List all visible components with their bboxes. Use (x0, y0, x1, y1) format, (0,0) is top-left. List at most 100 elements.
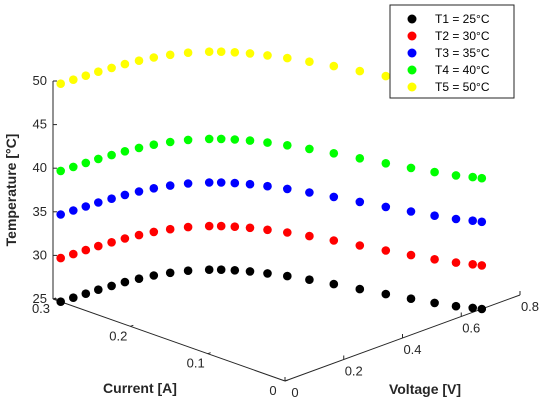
data-point (406, 250, 416, 260)
data-point (149, 227, 159, 237)
data-point (107, 150, 116, 160)
z-tick-label: 30 (33, 247, 47, 262)
data-point (406, 207, 416, 216)
data-point (81, 289, 91, 299)
z-tick-label: 45 (33, 117, 47, 132)
data-point (94, 241, 103, 251)
data-point (56, 166, 65, 176)
z-axis-label: Temperature [°C] (3, 134, 19, 247)
data-point (165, 137, 175, 147)
data-point (329, 279, 339, 289)
data-point (216, 221, 226, 231)
y-tick-label: 0.8 (521, 299, 539, 314)
data-point (355, 154, 365, 163)
legend-marker (407, 48, 417, 58)
data-point (263, 138, 272, 147)
data-point (81, 245, 91, 255)
data-point (56, 253, 65, 263)
data-point (283, 184, 292, 194)
data-point (230, 266, 240, 275)
y-axis-label: Voltage [V] (389, 381, 461, 397)
data-point (245, 136, 255, 145)
legend-label: T5 = 50°C (435, 80, 490, 94)
data-point (149, 53, 159, 62)
z-tick-label: 25 (33, 291, 47, 306)
data-point (230, 178, 240, 188)
series-4 (56, 134, 487, 183)
series-1 (56, 265, 487, 314)
data-point (468, 260, 478, 269)
data-point (216, 47, 226, 56)
axes-layer: Temperature [°C] Current [A] Voltage [V] (3, 81, 521, 397)
z-tick-label: 50 (33, 73, 47, 88)
data-point (283, 141, 292, 150)
data-point (230, 48, 240, 57)
y-tick-label: 0.4 (403, 342, 421, 357)
legend-label: T1 = 25°C (435, 12, 490, 26)
data-point (305, 144, 314, 154)
data-point (94, 285, 103, 295)
x-tick-mark (130, 324, 134, 327)
data-point (430, 298, 439, 308)
data-point (381, 159, 391, 168)
data-point (107, 281, 116, 291)
data-point (263, 51, 272, 60)
data-point (381, 71, 391, 81)
data-point (430, 254, 439, 264)
data-point (81, 71, 91, 80)
x-axis-line (52, 298, 286, 382)
legend-marker (407, 31, 417, 41)
data-point (94, 67, 103, 76)
data-point (69, 162, 78, 172)
z-tick-label: 40 (33, 160, 47, 175)
data-point (477, 173, 487, 183)
ticks-layer: 25 30 35 40 45 50 0 0.1 0.2 0.3 0 0.2 0.4 0.6 0.8 (32, 73, 539, 400)
data-point (468, 303, 478, 313)
data-point (355, 197, 365, 207)
data-point (451, 301, 461, 311)
data-point (56, 79, 65, 88)
data-point (329, 192, 339, 202)
data-point (81, 158, 91, 168)
data-point (120, 190, 130, 200)
legend-label: T2 = 30°C (435, 29, 490, 43)
x-axis-label: Current [A] (103, 380, 177, 396)
data-point (245, 223, 255, 233)
legend-label: T3 = 35°C (435, 46, 490, 60)
data-point (355, 241, 365, 250)
data-point (183, 48, 193, 57)
data-point (305, 188, 314, 197)
data-point (430, 211, 439, 220)
data-point (305, 231, 314, 241)
data-point (165, 50, 175, 60)
series-2 (56, 221, 487, 270)
y-tick-label: 0.6 (462, 321, 480, 336)
data-point (120, 59, 130, 69)
data-point (245, 267, 255, 276)
data-point (183, 266, 193, 276)
data-point (149, 140, 159, 149)
data-point (329, 149, 339, 158)
data-point (107, 194, 116, 203)
data-point (204, 265, 214, 275)
data-point (477, 261, 487, 270)
data-point (451, 171, 461, 180)
legend-items: T1 = 25°C T2 = 30°C T3 = 35°C T4 = 40°C T5 =… (407, 12, 490, 94)
data-point (204, 134, 214, 144)
legend-marker (407, 82, 417, 92)
data-point (149, 271, 159, 280)
data-point (69, 75, 78, 84)
data-point (305, 275, 314, 285)
x-tick-label: 0.1 (187, 356, 205, 371)
data-point (451, 258, 461, 267)
data-point (107, 238, 116, 247)
x-tick-mark (207, 352, 211, 355)
data-point (305, 57, 314, 66)
data-point (183, 222, 193, 232)
data-point (230, 135, 240, 144)
data-point (283, 53, 292, 63)
data-point (183, 135, 193, 145)
data-point (329, 61, 339, 71)
